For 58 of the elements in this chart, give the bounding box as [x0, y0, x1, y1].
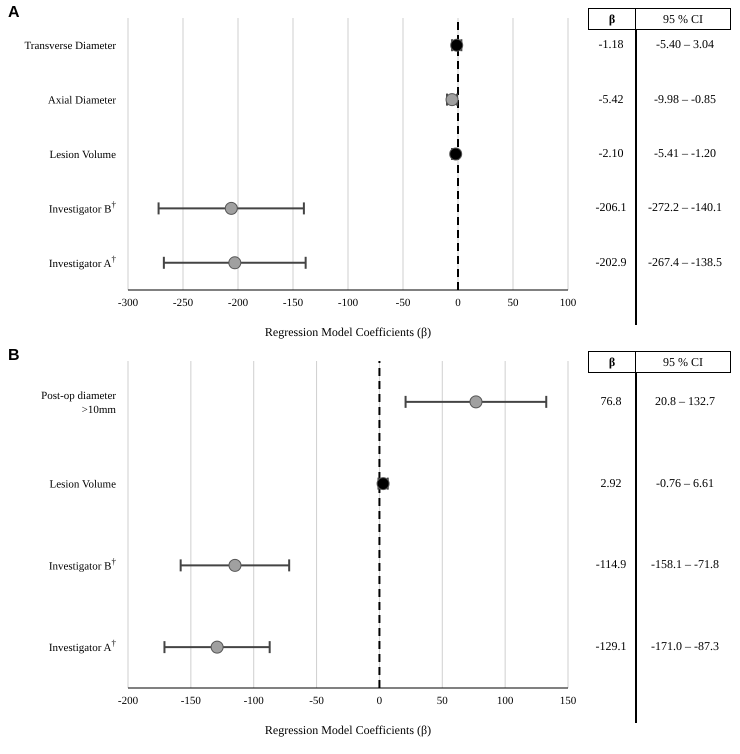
x-tick-label: 100 — [560, 296, 577, 309]
chart-title: B — [8, 347, 20, 365]
x-tick-label: 150 — [560, 694, 577, 707]
y-tick-label: Investigator A$^{†}$ — [48, 254, 116, 270]
y-tick-label: Investigator B$^{†}$ — [48, 199, 116, 216]
text: 95 % CI — [635, 8, 731, 30]
data-label: -1.18 — [598, 37, 624, 52]
data-label: -202.9 — [594, 254, 628, 270]
x-axis-title: Regression Model Coefficients (β) — [264, 325, 432, 339]
chart-title: A — [8, 4, 20, 22]
x-tick-label: -50 — [396, 296, 411, 309]
text: 20.8 – 132.7 — [654, 394, 716, 409]
x-tick-label: 0 — [455, 296, 462, 309]
y-tick-label: Investigator B$^{†}$ — [48, 556, 116, 572]
y-tick-label: Lesion Volume — [49, 149, 116, 161]
x-tick-label: -300 — [118, 296, 139, 309]
point — [210, 640, 224, 654]
x-tick-label: -200 — [228, 296, 249, 309]
x-tick-label: 50 — [508, 296, 519, 309]
y-tick-label: Axial Diameter — [48, 94, 116, 107]
text: -0.76 – 6.61 — [655, 476, 715, 491]
text: -5.40 – 3.04 — [655, 37, 715, 52]
x-axis-title: Regression Model Coefficients (β) — [264, 723, 432, 737]
text: -9.98 – -0.85 — [653, 92, 717, 107]
y-tick-label: Investigator A$^{†}$ — [48, 638, 116, 654]
point — [224, 202, 238, 215]
x-tick-label: 100 — [496, 694, 514, 707]
point — [228, 256, 242, 270]
x-tick-label: -150 — [180, 694, 202, 707]
y-tick-label: Transverse Diameter — [24, 40, 116, 52]
text: 95 % CI — [635, 351, 731, 373]
x-tick-label: 50 — [436, 694, 448, 707]
text: -158.1 – -71.8 — [650, 557, 720, 572]
text: β — [588, 8, 636, 30]
text: -171.0 – -87.3 — [650, 639, 720, 654]
x-tick-label: -50 — [309, 694, 324, 707]
point — [469, 395, 482, 408]
data-label: -5.42 — [598, 92, 624, 107]
data-label: 76.8 — [600, 394, 622, 409]
text: -267.4 – -138.5 — [647, 254, 723, 270]
x-tick-label: 0 — [376, 694, 383, 707]
text: β — [588, 351, 636, 373]
y-tick-label: Post-op diameter >10mm — [41, 390, 116, 416]
data-label: 2.92 — [600, 476, 622, 491]
point — [449, 148, 462, 160]
data-label: -2.10 — [598, 146, 624, 161]
x-tick-label: -200 — [118, 694, 139, 707]
text: -5.41 – -1.20 — [653, 146, 717, 161]
x-tick-label: -100 — [244, 694, 264, 707]
x-tick-label: -100 — [338, 296, 359, 309]
y-tick-label: Lesion Volume — [49, 478, 116, 491]
data-label: -129.1 — [594, 639, 628, 654]
point — [228, 558, 242, 572]
x-tick-label: -250 — [172, 296, 194, 309]
data-label: -114.9 — [594, 557, 628, 572]
text: -272.2 – -140.1 — [647, 200, 723, 216]
x-tick-label: -150 — [282, 296, 304, 309]
data-label: -206.1 — [594, 200, 628, 216]
